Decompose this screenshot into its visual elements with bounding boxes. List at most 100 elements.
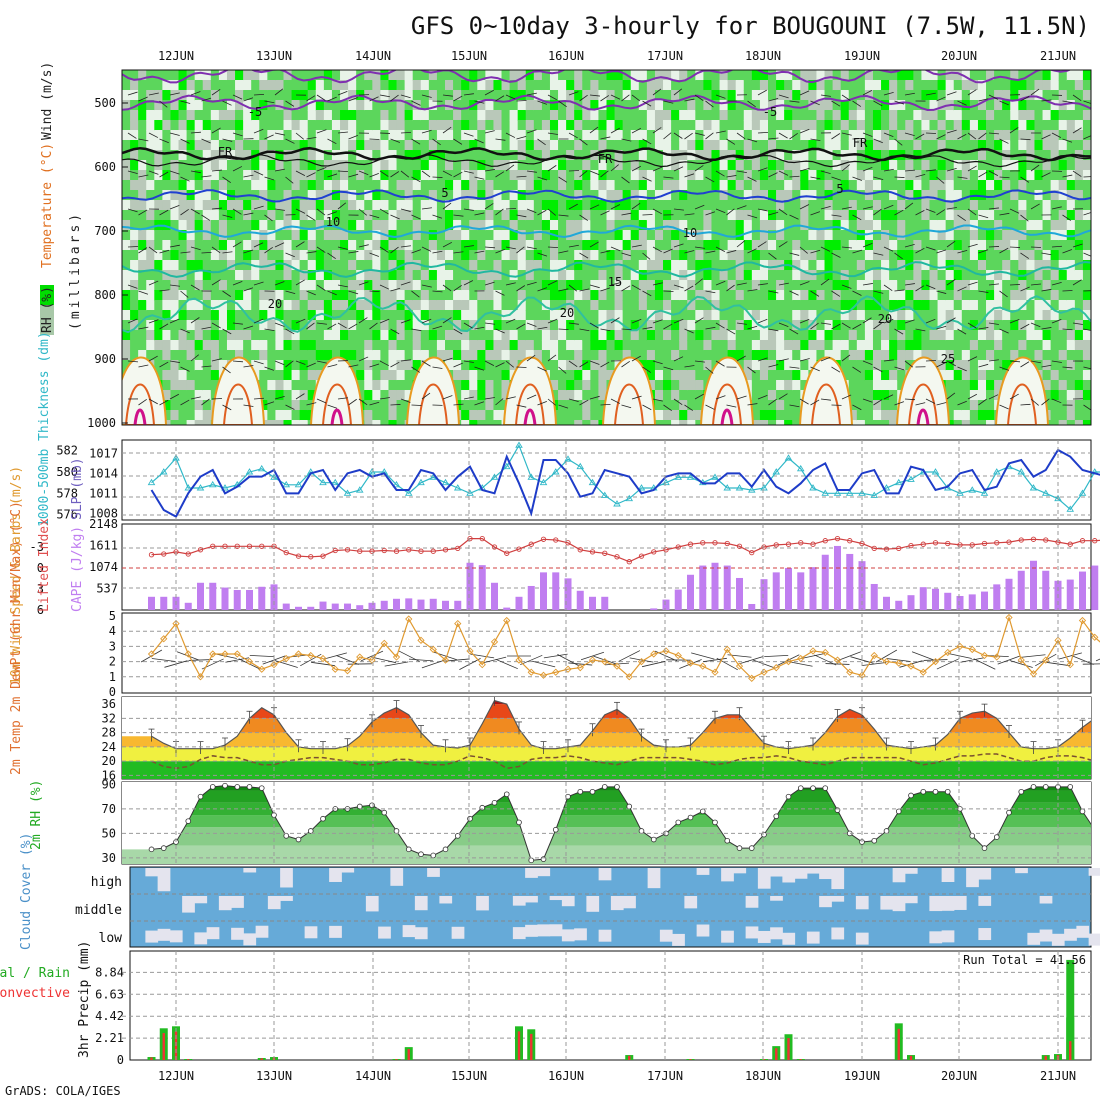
rh-cell bbox=[372, 70, 381, 81]
upper-wind-barb bbox=[736, 322, 747, 325]
rh-cell bbox=[953, 410, 963, 421]
rh-cell bbox=[929, 320, 939, 331]
rh-cell bbox=[170, 200, 180, 211]
rh-cell bbox=[348, 180, 357, 191]
rh-cell bbox=[872, 400, 882, 411]
isotherm-line bbox=[122, 70, 1072, 84]
rh-cell bbox=[202, 260, 212, 271]
rh-cell bbox=[307, 350, 317, 361]
rh-cell bbox=[881, 240, 890, 251]
rh-cell bbox=[881, 330, 890, 341]
rh-cell bbox=[549, 270, 559, 281]
rh-cell bbox=[654, 90, 664, 101]
rh-cell bbox=[703, 260, 713, 271]
rh-cell bbox=[186, 370, 196, 381]
rh-cell bbox=[445, 140, 454, 151]
date-label-bottom: 14JUN bbox=[355, 1069, 391, 1083]
rh-cell bbox=[816, 240, 826, 251]
rh-cell bbox=[840, 330, 850, 341]
rh-cell bbox=[687, 410, 696, 421]
rh-cell bbox=[638, 340, 648, 351]
rh-cell bbox=[832, 180, 842, 191]
rh-cell bbox=[485, 380, 495, 391]
rh-cell bbox=[994, 280, 1003, 291]
rh-cell bbox=[646, 90, 656, 101]
upper-wind-barb bbox=[484, 130, 495, 134]
rh-cell bbox=[1010, 160, 1019, 171]
rh-cell bbox=[356, 180, 365, 191]
rh-cell bbox=[776, 320, 785, 331]
date-label-bottom: 19JUN bbox=[844, 1069, 880, 1083]
rh-cell bbox=[808, 280, 818, 291]
rh-cell bbox=[493, 200, 503, 211]
rh-cell bbox=[259, 210, 268, 221]
rh-cell bbox=[138, 120, 147, 131]
upper-wind-barb bbox=[589, 395, 600, 400]
rh-cell bbox=[404, 250, 414, 261]
rh-cell bbox=[202, 170, 212, 181]
upper-wind-barb bbox=[358, 170, 369, 176]
rh-cell bbox=[1002, 330, 1011, 341]
rh-cell bbox=[146, 210, 155, 221]
rh-cell bbox=[864, 180, 874, 191]
rh-cell bbox=[994, 160, 1003, 171]
rh-cell bbox=[549, 290, 559, 301]
upper-wind-barb bbox=[547, 132, 558, 135]
rh-cell bbox=[695, 240, 704, 251]
rh-cell bbox=[687, 380, 696, 391]
rh-cell bbox=[1002, 100, 1011, 111]
rh-cell bbox=[856, 350, 866, 361]
rh-cell bbox=[477, 150, 486, 161]
upper-wind-barb bbox=[148, 92, 159, 96]
rh-cell bbox=[226, 120, 236, 131]
rh-cell bbox=[461, 380, 470, 391]
rh-cell bbox=[986, 170, 995, 181]
rh-cell bbox=[574, 410, 583, 421]
rh-cell bbox=[961, 310, 971, 321]
rh-cell bbox=[1002, 220, 1011, 231]
rh-cell bbox=[848, 260, 858, 271]
rh-cell bbox=[485, 130, 495, 141]
rh-cell bbox=[170, 300, 180, 311]
rh-cell bbox=[945, 130, 955, 141]
rh-cell bbox=[549, 70, 559, 81]
rh-cell bbox=[485, 140, 495, 151]
rh-cell bbox=[259, 170, 268, 181]
rh-cell bbox=[226, 130, 236, 141]
rh-cell bbox=[638, 200, 648, 211]
rh-cell bbox=[590, 230, 600, 241]
rh-cell bbox=[792, 150, 801, 161]
rh-cell bbox=[969, 160, 979, 171]
rh-cell bbox=[420, 210, 430, 221]
rh-cell bbox=[138, 130, 147, 141]
rh-cell bbox=[1074, 120, 1084, 131]
rh-cell bbox=[509, 220, 519, 231]
upper-wind-barb bbox=[222, 138, 233, 142]
rh-cell bbox=[517, 220, 527, 231]
rh-cell bbox=[453, 290, 462, 301]
upper-wind-barb bbox=[369, 290, 380, 293]
rh-cell bbox=[331, 110, 341, 121]
upper-wind-barb bbox=[369, 96, 379, 102]
upper-wind-barb bbox=[673, 356, 684, 362]
rh-cell bbox=[178, 210, 188, 221]
rh-cell bbox=[630, 270, 640, 281]
rh-cell bbox=[267, 140, 277, 151]
rh-cell bbox=[945, 140, 955, 151]
rh-cell bbox=[412, 200, 422, 211]
rh-cell bbox=[283, 350, 293, 361]
upper-wind-barb bbox=[631, 202, 641, 210]
rh-cell bbox=[477, 130, 486, 141]
rh-cell bbox=[404, 220, 414, 231]
rh-cell bbox=[735, 320, 745, 331]
rh-cell bbox=[412, 170, 422, 181]
rh-cell bbox=[235, 290, 244, 301]
rh-cell bbox=[364, 170, 373, 181]
rh-cell bbox=[937, 80, 947, 91]
rh-cell bbox=[130, 190, 139, 201]
rh-cell bbox=[800, 330, 809, 341]
rh-cell bbox=[364, 300, 373, 311]
rh-cell bbox=[307, 130, 317, 141]
rh-cell bbox=[364, 180, 373, 191]
rh-cell bbox=[792, 230, 801, 241]
